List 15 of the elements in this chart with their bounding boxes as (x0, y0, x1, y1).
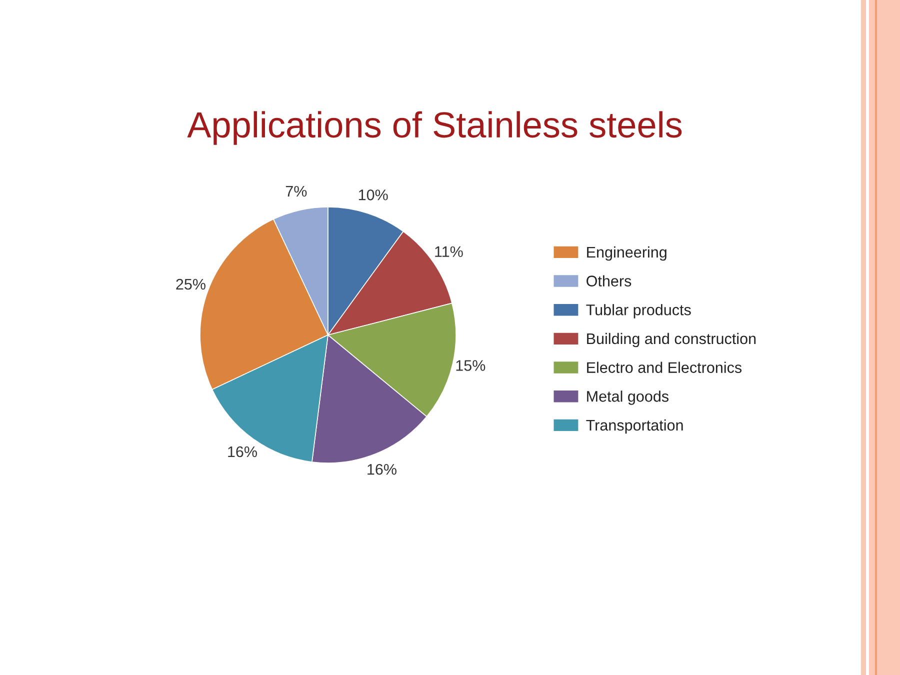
data-label: 7% (286, 186, 307, 197)
data-label: 16% (228, 446, 257, 458)
legend-label: Others (586, 275, 632, 286)
data-label: 25% (176, 278, 206, 290)
legend-label: Electro and Electronics (587, 362, 742, 373)
legend-label: Transportation (586, 419, 683, 434)
chart-title: Applications of Stainless steels (187, 111, 682, 145)
legend-label: Building and construction (587, 332, 756, 348)
data-label: 10% (358, 190, 388, 200)
data-label: 15% (456, 360, 486, 371)
legend-label: Metal goods (587, 390, 669, 405)
legend-label: Engineering (587, 246, 666, 261)
data-label: 11% (435, 246, 463, 258)
data-label: 16% (368, 464, 396, 475)
legend-label: Tublar products (586, 304, 691, 318)
